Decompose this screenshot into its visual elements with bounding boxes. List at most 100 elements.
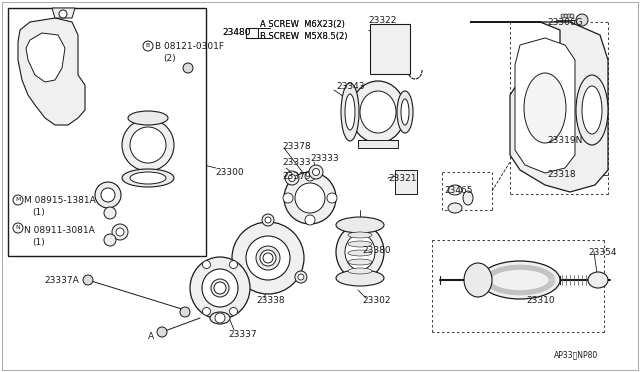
Circle shape [263, 253, 273, 263]
Ellipse shape [348, 232, 372, 238]
Text: (2): (2) [163, 54, 175, 63]
Circle shape [202, 307, 211, 315]
Circle shape [283, 193, 293, 203]
Ellipse shape [190, 257, 250, 319]
Bar [370, 24, 410, 74]
Ellipse shape [348, 241, 372, 247]
Text: 23300: 23300 [215, 168, 244, 177]
Circle shape [157, 327, 167, 337]
Ellipse shape [524, 73, 566, 143]
Circle shape [180, 307, 190, 317]
Ellipse shape [202, 269, 238, 307]
Circle shape [230, 307, 237, 315]
Circle shape [13, 195, 23, 205]
Ellipse shape [463, 191, 473, 205]
Ellipse shape [360, 91, 396, 133]
Text: B SCREW  M5X8.5(2): B SCREW M5X8.5(2) [260, 32, 348, 41]
Text: 23302: 23302 [362, 296, 390, 305]
Ellipse shape [351, 81, 406, 143]
Ellipse shape [336, 270, 384, 286]
Circle shape [576, 14, 588, 26]
Ellipse shape [582, 86, 602, 134]
Text: A: A [148, 332, 154, 341]
Ellipse shape [448, 185, 462, 195]
Ellipse shape [480, 261, 560, 299]
Text: A SCREW  M6X23(2): A SCREW M6X23(2) [260, 20, 345, 29]
Text: 23322: 23322 [368, 16, 396, 25]
Ellipse shape [210, 312, 230, 324]
Text: 23321: 23321 [388, 174, 417, 183]
Text: 23378: 23378 [282, 142, 310, 151]
Circle shape [295, 271, 307, 283]
Polygon shape [18, 18, 85, 125]
Text: 23343: 23343 [336, 82, 365, 91]
Circle shape [104, 234, 116, 246]
Circle shape [327, 193, 337, 203]
Circle shape [116, 228, 124, 236]
Circle shape [230, 261, 237, 269]
Circle shape [285, 171, 299, 185]
Text: B SCREW  M5X8.5(2): B SCREW M5X8.5(2) [260, 32, 348, 41]
Circle shape [561, 14, 565, 18]
Text: 23337: 23337 [228, 330, 257, 339]
Text: A SCREW  M6X23(2): A SCREW M6X23(2) [260, 20, 345, 29]
Circle shape [215, 313, 225, 323]
Text: 23318: 23318 [547, 170, 575, 179]
Ellipse shape [130, 127, 166, 163]
Text: 23480: 23480 [222, 28, 250, 37]
Circle shape [265, 217, 271, 223]
Text: M: M [15, 197, 20, 202]
Circle shape [570, 14, 574, 18]
Text: 23380: 23380 [362, 246, 390, 255]
Ellipse shape [130, 172, 166, 184]
Circle shape [104, 207, 116, 219]
Ellipse shape [397, 91, 413, 133]
Circle shape [262, 214, 274, 226]
Text: AP33）NP80: AP33）NP80 [554, 350, 598, 359]
Polygon shape [26, 33, 65, 82]
Ellipse shape [588, 272, 608, 288]
Ellipse shape [336, 217, 384, 233]
Ellipse shape [448, 203, 462, 213]
Polygon shape [470, 22, 608, 192]
Circle shape [312, 169, 319, 176]
Circle shape [260, 250, 276, 266]
Circle shape [298, 274, 304, 280]
Ellipse shape [345, 234, 375, 270]
Ellipse shape [576, 75, 608, 145]
Ellipse shape [348, 259, 372, 265]
Ellipse shape [122, 119, 174, 171]
Polygon shape [52, 8, 75, 18]
Circle shape [183, 63, 193, 73]
Text: 23337A: 23337A [44, 276, 79, 285]
Circle shape [309, 165, 323, 179]
Text: 23333: 23333 [310, 154, 339, 163]
Text: B 08121-0301F: B 08121-0301F [155, 42, 224, 51]
Text: 23333: 23333 [282, 158, 310, 167]
Text: 23480: 23480 [222, 28, 250, 37]
Circle shape [232, 274, 238, 280]
Text: M 08915-1381A: M 08915-1381A [24, 196, 96, 205]
Circle shape [305, 215, 315, 225]
Circle shape [567, 14, 571, 18]
Ellipse shape [348, 268, 372, 274]
Ellipse shape [232, 222, 304, 294]
Text: N 08911-3081A: N 08911-3081A [24, 226, 95, 235]
Text: B: B [145, 43, 149, 48]
Circle shape [564, 14, 568, 18]
Ellipse shape [341, 83, 359, 141]
Text: 23310: 23310 [526, 296, 555, 305]
Ellipse shape [128, 111, 168, 125]
Ellipse shape [345, 94, 355, 130]
Ellipse shape [401, 99, 409, 125]
Circle shape [112, 224, 128, 240]
Text: 23379: 23379 [282, 172, 310, 181]
Circle shape [289, 174, 296, 182]
Text: 23354: 23354 [588, 248, 616, 257]
Circle shape [202, 261, 211, 269]
Ellipse shape [122, 169, 174, 187]
Ellipse shape [284, 172, 336, 224]
Text: (1): (1) [32, 238, 45, 247]
Polygon shape [515, 38, 575, 173]
Ellipse shape [336, 224, 384, 279]
